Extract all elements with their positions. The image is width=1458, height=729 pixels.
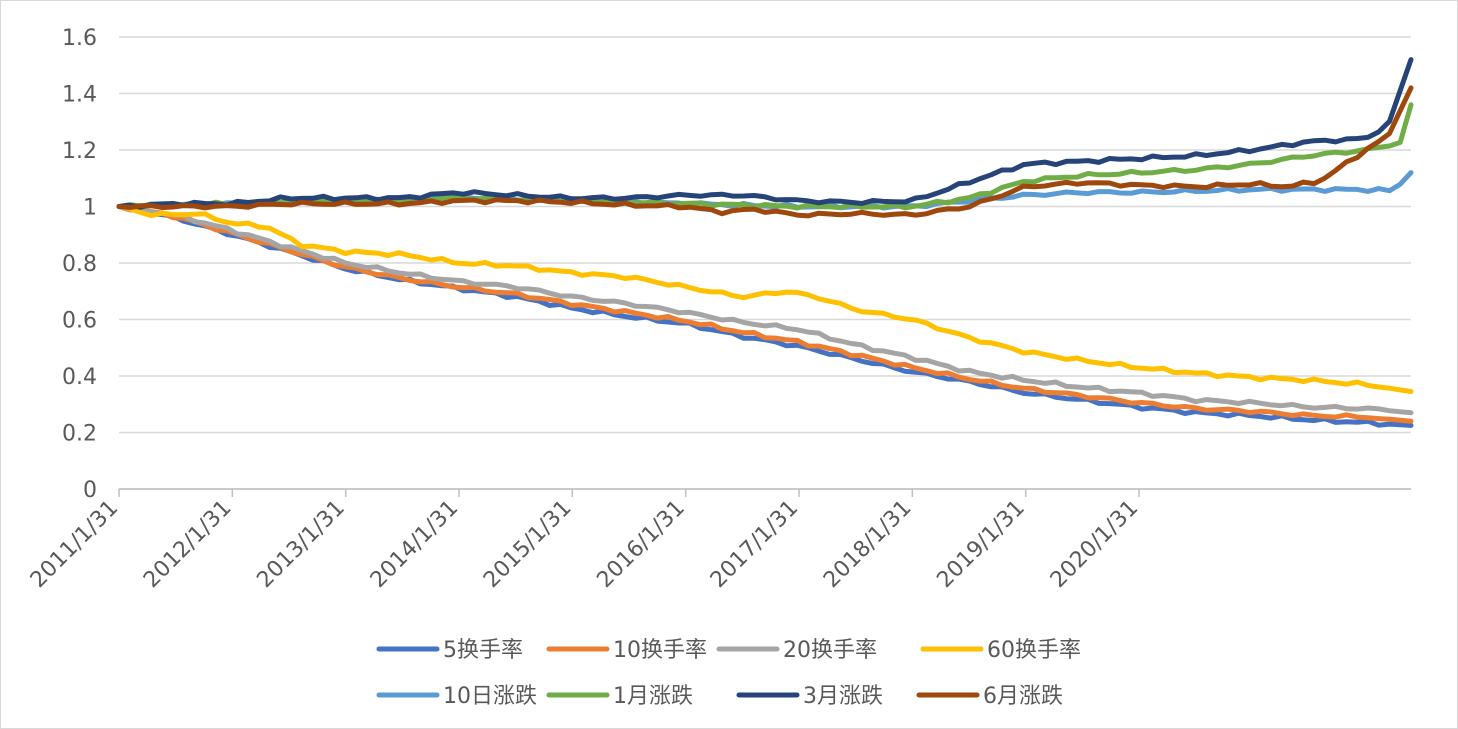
- x-tick-label: 2011/1/31: [26, 496, 123, 593]
- y-tick-label: 1.2: [62, 139, 97, 164]
- x-axis: 2011/1/31 2012/1/31 2013/1/31 2014/1/31 2015…: [26, 488, 1411, 593]
- legend-label: 6月涨跌: [983, 684, 1063, 709]
- legend-item: 6月涨跌: [916, 684, 1063, 709]
- x-tick-label: 2012/1/31: [139, 496, 236, 593]
- x-tick-label: 2016/1/31: [592, 496, 689, 593]
- legend-label: 1月涨跌: [613, 684, 693, 709]
- legend-item: 5换手率: [376, 638, 523, 663]
- legend-item: 20换手率: [716, 638, 877, 663]
- legend-item: 10日涨跌: [376, 684, 537, 709]
- y-tick-label: 1.4: [62, 83, 97, 108]
- legend-label: 3月涨跌: [803, 684, 883, 709]
- x-tick-label: 2019/1/31: [932, 496, 1029, 593]
- legend-label: 10换手率: [613, 638, 707, 663]
- x-tick-label: 2013/1/31: [252, 496, 349, 593]
- legend-item: 1月涨跌: [546, 684, 693, 709]
- legend-label: 20换手率: [783, 638, 877, 663]
- x-tick-label: 2014/1/31: [366, 496, 463, 593]
- y-tick-label: 0.2: [62, 422, 97, 447]
- y-tick-label: 1: [83, 196, 97, 221]
- series-line-2: [116, 204, 1414, 424]
- series-line-8: [116, 85, 1414, 219]
- x-tick-label: 2017/1/31: [706, 496, 803, 593]
- x-tick-label: 2018/1/31: [819, 496, 916, 593]
- grid-lines: [119, 36, 1411, 490]
- x-tick-label: 2020/1/31: [1046, 496, 1143, 593]
- series-line-4: [116, 204, 1414, 394]
- legend-label: 5换手率: [443, 638, 523, 663]
- legend-label: 60换手率: [987, 638, 1081, 663]
- x-tick-label: 2015/1/31: [479, 496, 576, 593]
- y-tick-label: 1.6: [62, 26, 97, 51]
- legend-item: 3月涨跌: [736, 684, 883, 709]
- y-tick-label: 0.8: [62, 252, 97, 277]
- legend-item: 10换手率: [546, 638, 707, 663]
- y-tick-label: 0: [83, 478, 97, 503]
- series-line-1: [116, 204, 1414, 428]
- legend-label: 10日涨跌: [443, 684, 537, 709]
- series-line-3: [116, 204, 1414, 416]
- series-line-7: [116, 57, 1414, 210]
- y-tick-label: 0.4: [62, 365, 97, 390]
- legend: 5换手率 10换手率 20换手率 60换手率 10日涨跌 1月涨跌 3月涨跌 6月涨跌: [376, 638, 1081, 709]
- legend-item: 60换手率: [920, 638, 1081, 663]
- y-tick-label: 0.6: [62, 309, 97, 334]
- series-lines: [116, 57, 1414, 428]
- y-axis: 0 0.2 0.4 0.6 0.8 1 1.2 1.4 1.6: [62, 26, 97, 503]
